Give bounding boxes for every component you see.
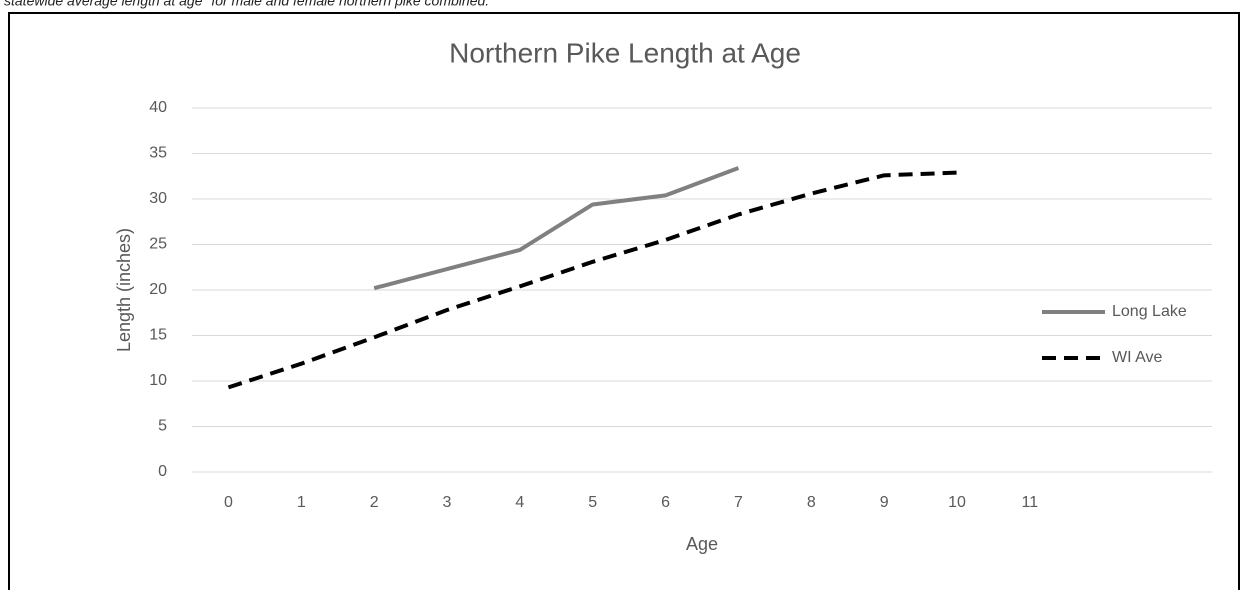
x-tick-label: 1	[297, 494, 306, 511]
legend-label: WI Ave	[1112, 349, 1162, 366]
x-tick-label: 11	[1022, 494, 1039, 511]
x-axis-label: Age	[686, 534, 718, 554]
x-tick-label: 8	[807, 494, 816, 511]
x-tick-label: 7	[734, 494, 743, 511]
x-tick-label: 10	[948, 494, 966, 511]
x-tick-label: 4	[515, 494, 524, 511]
y-tick-label: 25	[149, 236, 167, 253]
y-tick-label: 0	[158, 463, 167, 480]
y-tick-label: 20	[149, 281, 167, 298]
legend-label: Long Lake	[1112, 303, 1187, 320]
y-tick-label: 30	[149, 190, 167, 207]
x-tick-label: 3	[443, 494, 452, 511]
x-tick-label: 6	[661, 494, 670, 511]
series-line	[227, 170, 958, 390]
x-tick-label: 5	[588, 494, 597, 511]
y-tick-label: 5	[158, 418, 167, 435]
y-axis-label: Length (inches)	[114, 228, 134, 352]
x-tick-label: 0	[224, 494, 233, 511]
y-tick-label: 35	[149, 145, 167, 162]
series-line	[373, 166, 740, 291]
x-tick-label: 9	[880, 494, 889, 511]
x-tick-label: 2	[370, 494, 379, 511]
y-tick-label: 10	[149, 372, 167, 389]
y-tick-label: 40	[149, 99, 167, 116]
chart-frame	[8, 12, 1240, 590]
chart-title: Northern Pike Length at Age	[449, 37, 801, 68]
y-tick-label: 15	[149, 327, 167, 344]
caption: statewide average length at age" for mal…	[4, 0, 489, 9]
